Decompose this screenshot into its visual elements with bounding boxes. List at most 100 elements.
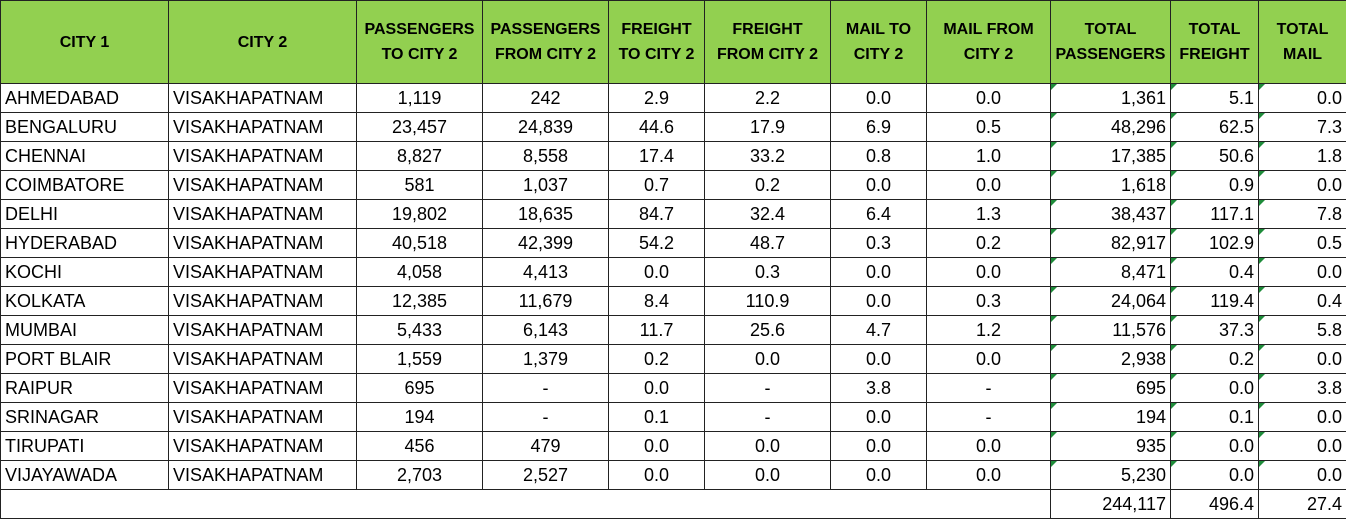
passengers-to-cell[interactable]: 1,559 [356,344,483,374]
passengers-from-cell[interactable]: - [482,373,609,403]
total-freight-cell[interactable]: 0.4 [1170,257,1259,287]
passengers-from-cell[interactable]: 8,558 [482,141,609,171]
total-passengers-cell[interactable]: 1,618 [1050,170,1171,200]
city-1-cell[interactable]: RAIPUR [0,373,169,403]
passengers-from-cell[interactable]: 42,399 [482,228,609,258]
passengers-to-cell[interactable]: 581 [356,170,483,200]
city-2-cell[interactable]: VISAKHAPATNAM [168,257,357,287]
freight-from-cell[interactable]: 0.0 [704,344,831,374]
freight-to-cell[interactable]: 8.4 [608,286,705,316]
city-1-cell[interactable]: KOLKATA [0,286,169,316]
city-2-cell[interactable]: VISAKHAPATNAM [168,373,357,403]
freight-from-cell[interactable]: 33.2 [704,141,831,171]
total-freight-cell[interactable]: 0.0 [1170,373,1259,403]
mail-from-cell[interactable]: 1.3 [926,199,1051,229]
city-2-cell[interactable]: VISAKHAPATNAM [168,112,357,142]
total-freight-cell[interactable]: 0.0 [1170,431,1259,461]
passengers-from-cell[interactable]: 11,679 [482,286,609,316]
passengers-to-cell[interactable]: 456 [356,431,483,461]
city-1-cell[interactable]: SRINAGAR [0,402,169,432]
mail-to-cell[interactable]: 0.0 [830,83,927,113]
total-freight-cell[interactable]: 5.1 [1170,83,1259,113]
freight-from-city-2-header[interactable]: FREIGHT FROM CITY 2 [704,0,831,84]
total-mail-cell[interactable]: 7.8 [1258,199,1346,229]
freight-to-city-2-header[interactable]: FREIGHT TO CITY 2 [608,0,705,84]
city-2-cell[interactable]: VISAKHAPATNAM [168,315,357,345]
passengers-from-cell[interactable]: 24,839 [482,112,609,142]
passengers-to-city-2-header[interactable]: PASSENGERS TO CITY 2 [356,0,483,84]
passengers-to-cell[interactable]: 695 [356,373,483,403]
total-passengers-cell[interactable]: 48,296 [1050,112,1171,142]
passengers-from-cell[interactable]: 4,413 [482,257,609,287]
city-2-cell[interactable]: VISAKHAPATNAM [168,460,357,490]
total-passengers-cell[interactable]: 17,385 [1050,141,1171,171]
passengers-to-cell[interactable]: 2,703 [356,460,483,490]
city-1-cell[interactable]: MUMBAI [0,315,169,345]
mail-from-cell[interactable]: 0.0 [926,344,1051,374]
total-passengers-cell[interactable]: 38,437 [1050,199,1171,229]
freight-from-cell[interactable]: 0.3 [704,257,831,287]
total-passengers-cell[interactable]: 82,917 [1050,228,1171,258]
mail-from-cell[interactable]: 0.3 [926,286,1051,316]
total-freight-cell[interactable]: 102.9 [1170,228,1259,258]
city-2-header[interactable]: CITY 2 [168,0,357,84]
grand-total-freight-cell[interactable]: 496.4 [1170,489,1259,519]
passengers-to-cell[interactable]: 19,802 [356,199,483,229]
freight-to-cell[interactable]: 2.9 [608,83,705,113]
total-passengers-cell[interactable]: 24,064 [1050,286,1171,316]
city-2-cell[interactable]: VISAKHAPATNAM [168,170,357,200]
total-passengers-cell[interactable]: 935 [1050,431,1171,461]
total-passengers-cell[interactable]: 2,938 [1050,344,1171,374]
freight-from-cell[interactable]: 0.0 [704,431,831,461]
city-1-cell[interactable]: HYDERABAD [0,228,169,258]
mail-from-cell[interactable]: 1.0 [926,141,1051,171]
mail-from-cell[interactable]: 0.0 [926,257,1051,287]
total-freight-cell[interactable]: 0.1 [1170,402,1259,432]
total-passengers-cell[interactable]: 8,471 [1050,257,1171,287]
freight-to-cell[interactable]: 11.7 [608,315,705,345]
total-passengers-cell[interactable]: 695 [1050,373,1171,403]
mail-to-cell[interactable]: 4.7 [830,315,927,345]
freight-to-cell[interactable]: 44.6 [608,112,705,142]
mail-from-cell[interactable]: 0.0 [926,170,1051,200]
total-freight-cell[interactable]: 0.9 [1170,170,1259,200]
passengers-to-cell[interactable]: 5,433 [356,315,483,345]
empty-cell[interactable] [0,489,1051,519]
total-mail-cell[interactable]: 1.8 [1258,141,1346,171]
total-mail-header[interactable]: TOTAL MAIL [1258,0,1346,84]
mail-to-city-2-header[interactable]: MAIL TO CITY 2 [830,0,927,84]
total-freight-cell[interactable]: 0.2 [1170,344,1259,374]
passengers-to-cell[interactable]: 4,058 [356,257,483,287]
mail-to-cell[interactable]: 0.0 [830,402,927,432]
total-freight-cell[interactable]: 50.6 [1170,141,1259,171]
mail-to-cell[interactable]: 6.9 [830,112,927,142]
city-1-cell[interactable]: CHENNAI [0,141,169,171]
mail-from-cell[interactable]: - [926,373,1051,403]
mail-to-cell[interactable]: 0.0 [830,286,927,316]
passengers-from-cell[interactable]: 479 [482,431,609,461]
city-2-cell[interactable]: VISAKHAPATNAM [168,228,357,258]
city-1-cell[interactable]: VIJAYAWADA [0,460,169,490]
mail-to-cell[interactable]: 0.0 [830,257,927,287]
freight-to-cell[interactable]: 0.2 [608,344,705,374]
total-freight-cell[interactable]: 0.0 [1170,460,1259,490]
freight-to-cell[interactable]: 0.0 [608,257,705,287]
total-mail-cell[interactable]: 0.0 [1258,344,1346,374]
total-mail-cell[interactable]: 0.5 [1258,228,1346,258]
freight-to-cell[interactable]: 0.7 [608,170,705,200]
freight-from-cell[interactable]: 32.4 [704,199,831,229]
passengers-to-cell[interactable]: 1,119 [356,83,483,113]
city-2-cell[interactable]: VISAKHAPATNAM [168,141,357,171]
mail-from-cell[interactable]: 1.2 [926,315,1051,345]
freight-from-cell[interactable]: 17.9 [704,112,831,142]
total-freight-cell[interactable]: 37.3 [1170,315,1259,345]
grand-total-passengers-cell[interactable]: 244,117 [1050,489,1171,519]
total-mail-cell[interactable]: 3.8 [1258,373,1346,403]
passengers-to-cell[interactable]: 12,385 [356,286,483,316]
city-1-header[interactable]: CITY 1 [0,0,169,84]
freight-to-cell[interactable]: 0.1 [608,402,705,432]
city-1-cell[interactable]: PORT BLAIR [0,344,169,374]
passengers-to-cell[interactable]: 40,518 [356,228,483,258]
total-mail-cell[interactable]: 7.3 [1258,112,1346,142]
total-mail-cell[interactable]: 0.0 [1258,402,1346,432]
